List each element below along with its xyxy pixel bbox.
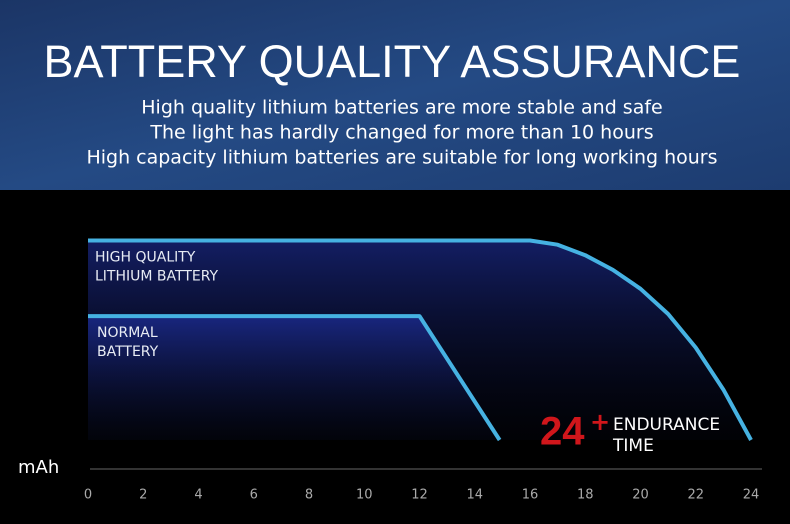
legend-label: BATTERY [97, 344, 159, 360]
legend-label: NORMAL [97, 325, 158, 341]
annotation-sup: + [590, 408, 610, 436]
subtitle-line: High capacity lithium batteries are suit… [86, 147, 717, 169]
legend-label: HIGH QUALITY [95, 250, 196, 266]
x-tick-label: 14 [466, 488, 483, 503]
x-tick-label: 12 [411, 488, 428, 503]
subtitle-line: High quality lithium batteries are more … [141, 97, 662, 119]
series-line [88, 314, 502, 442]
x-tick-label: 6 [250, 488, 258, 503]
x-tick-label: 4 [194, 488, 202, 503]
subtitle-line: The light has hardly changed for more th… [149, 122, 653, 144]
annotation-text: ENDURANCE [613, 415, 720, 435]
annotation-value: 24 [540, 410, 585, 454]
x-tick-label: 16 [522, 488, 539, 503]
y-axis-label: mAh [18, 457, 59, 478]
chart-title: BATTERY QUALITY ASSURANCE [44, 36, 741, 87]
x-tick-label: 10 [356, 488, 373, 503]
x-tick-label: 24 [743, 488, 760, 503]
x-tick-label: 22 [687, 488, 704, 503]
header-background [0, 0, 790, 190]
x-tick-label: 20 [632, 488, 649, 503]
x-tick-label: 2 [139, 488, 147, 503]
legend-label: LITHIUM BATTERY [95, 269, 219, 285]
series-line [88, 238, 753, 441]
annotation-text: TIME [612, 436, 654, 456]
x-tick-label: 18 [577, 488, 594, 503]
x-tick-label: 0 [84, 488, 92, 503]
x-tick-label: 8 [305, 488, 313, 503]
series-area [88, 316, 500, 440]
